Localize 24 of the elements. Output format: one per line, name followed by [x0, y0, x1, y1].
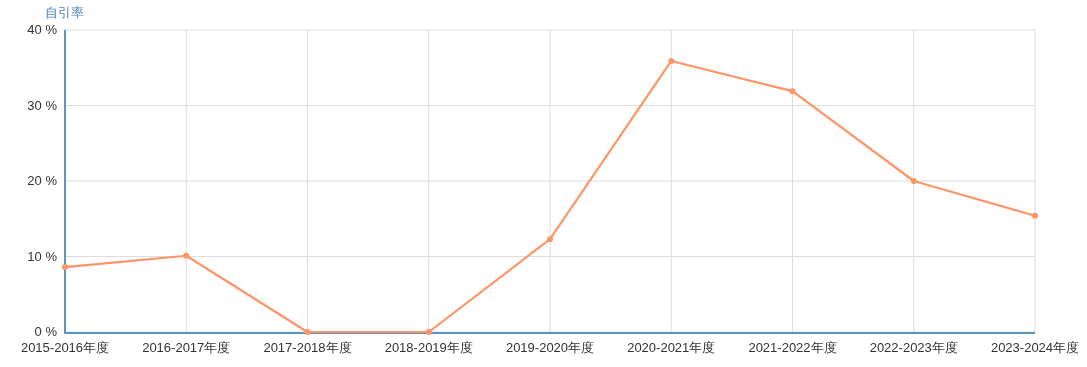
- x-tick-label: 2016-2017年度: [142, 340, 231, 355]
- point: [183, 252, 190, 259]
- y-tick-label: 0 %: [34, 324, 58, 339]
- x-tick-label: 2023-2024年度: [990, 340, 1080, 355]
- x-tick-label: 2015-2016年度: [20, 340, 110, 355]
- x-tick-label: 2017-2018年度: [263, 340, 352, 355]
- point: [304, 329, 311, 335]
- point: [1032, 212, 1038, 219]
- y-axis-title: 自引率: [45, 5, 84, 20]
- x-tick-label: 2022-2023年度: [869, 340, 958, 355]
- point: [425, 329, 432, 335]
- y-tick-label: 10 %: [27, 248, 58, 264]
- y-tick-label: 40 %: [27, 22, 58, 37]
- point: [668, 57, 675, 64]
- point: [62, 264, 68, 271]
- point: [789, 88, 796, 95]
- y-tick-label: 30 %: [27, 97, 58, 113]
- x-tick-label: 2021-2022年度: [748, 340, 837, 355]
- x-tick-label: 2020-2021年度: [627, 340, 716, 355]
- point: [547, 236, 553, 243]
- y-tick-label: 20 %: [27, 173, 58, 188]
- x-tick-label: 2018-2019年度: [384, 340, 473, 355]
- x-tick-label: 2019-2020年度: [505, 340, 595, 355]
- point: [910, 178, 917, 184]
